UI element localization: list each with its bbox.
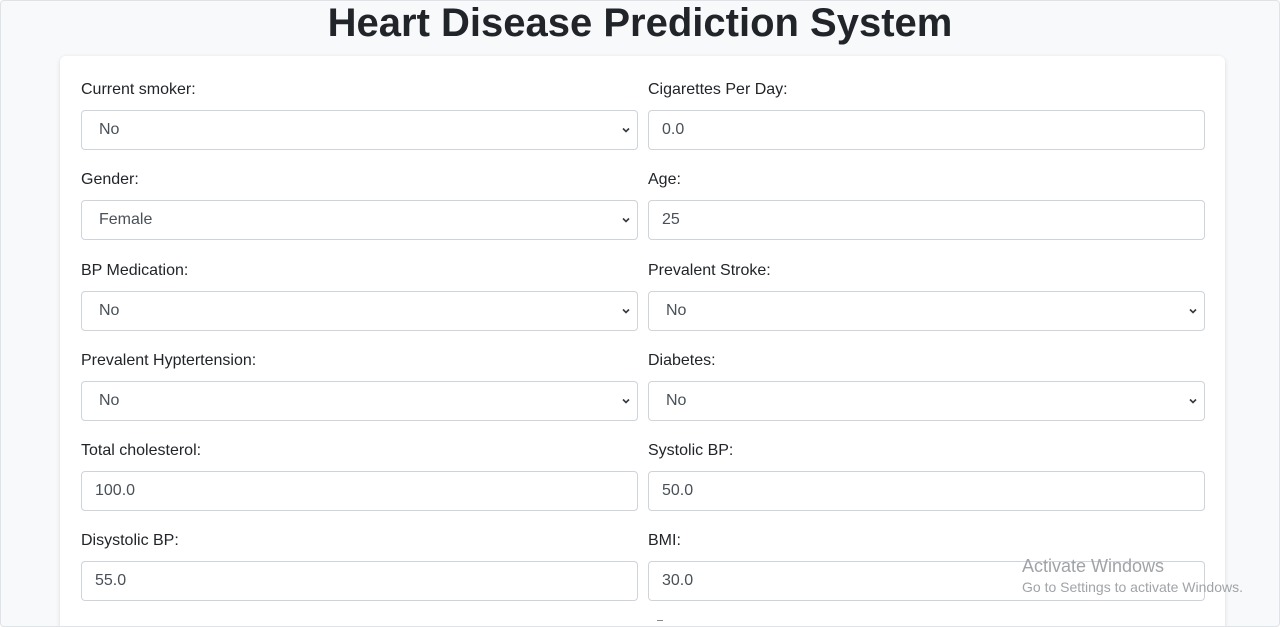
age-label: Age: <box>648 171 681 188</box>
gender-field: Gender: Female <box>81 169 638 240</box>
cigarettes-per-day-label: Cigarettes Per Day: <box>648 81 788 98</box>
prevalent-hypertension-label: Prevalent Hyptertension: <box>81 352 257 369</box>
total-cholesterol-field: Total cholesterol: <box>81 440 638 511</box>
chevron-down-icon <box>622 217 630 223</box>
age-field: Age: <box>648 169 1205 240</box>
systolic-bp-input[interactable] <box>648 471 1205 511</box>
total-cholesterol-label: Total cholesterol: <box>81 442 202 459</box>
gender-select[interactable]: Female <box>81 200 638 240</box>
age-input[interactable] <box>648 200 1205 240</box>
systolic-bp-field: Systolic BP: <box>648 440 1205 511</box>
prevalent-stroke-label: Prevalent Stroke: <box>648 262 771 279</box>
bmi-field: BMI: <box>648 530 1205 601</box>
chevron-down-icon <box>1189 398 1197 404</box>
current-smoker-value: No <box>99 121 120 138</box>
bmi-label: BMI: <box>648 532 681 549</box>
next-row-label-edge <box>657 620 663 624</box>
chevron-down-icon <box>622 308 630 314</box>
prediction-form: Current smoker: No Cigarettes Per Day: G… <box>60 56 1225 626</box>
prevalent-hypertension-select[interactable]: No <box>81 381 638 421</box>
chevron-down-icon <box>622 127 630 133</box>
gender-value: Female <box>99 211 153 228</box>
gender-label: Gender: <box>81 171 139 188</box>
cigarettes-per-day-field: Cigarettes Per Day: <box>648 79 1205 150</box>
bp-medication-field: BP Medication: No <box>81 260 638 331</box>
chevron-down-icon <box>1189 308 1197 314</box>
total-cholesterol-input[interactable] <box>81 471 638 511</box>
diabetes-value: No <box>666 392 687 409</box>
prevalent-stroke-select[interactable]: No <box>648 291 1205 331</box>
current-smoker-select[interactable]: No <box>81 110 638 150</box>
cigarettes-per-day-input[interactable] <box>648 110 1205 150</box>
prevalent-hypertension-field: Prevalent Hyptertension: No <box>81 350 638 421</box>
prevalent-stroke-value: No <box>666 302 687 319</box>
diabetes-select[interactable]: No <box>648 381 1205 421</box>
systolic-bp-label: Systolic BP: <box>648 442 734 459</box>
bmi-input[interactable] <box>648 561 1205 601</box>
chevron-down-icon <box>622 398 630 404</box>
bp-medication-select[interactable]: No <box>81 291 638 331</box>
diastolic-bp-input[interactable] <box>81 561 638 601</box>
diabetes-label: Diabetes: <box>648 352 716 369</box>
current-smoker-field: Current smoker: No <box>81 79 638 150</box>
diastolic-bp-label: Disystolic BP: <box>81 532 179 549</box>
prevalent-stroke-field: Prevalent Stroke: No <box>648 260 1205 331</box>
page-title: Heart Disease Prediction System <box>327 1 953 45</box>
diabetes-field: Diabetes: No <box>648 350 1205 421</box>
bp-medication-value: No <box>99 302 120 319</box>
diastolic-bp-field: Disystolic BP: <box>81 530 638 601</box>
current-smoker-label: Current smoker: <box>81 81 196 98</box>
prevalent-hypertension-value: No <box>99 392 120 409</box>
bp-medication-label: BP Medication: <box>81 262 189 279</box>
